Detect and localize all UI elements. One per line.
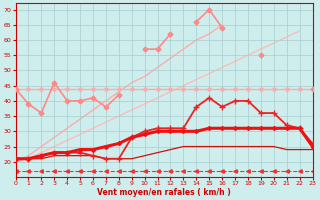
X-axis label: Vent moyen/en rafales ( km/h ): Vent moyen/en rafales ( km/h ) — [97, 188, 231, 197]
